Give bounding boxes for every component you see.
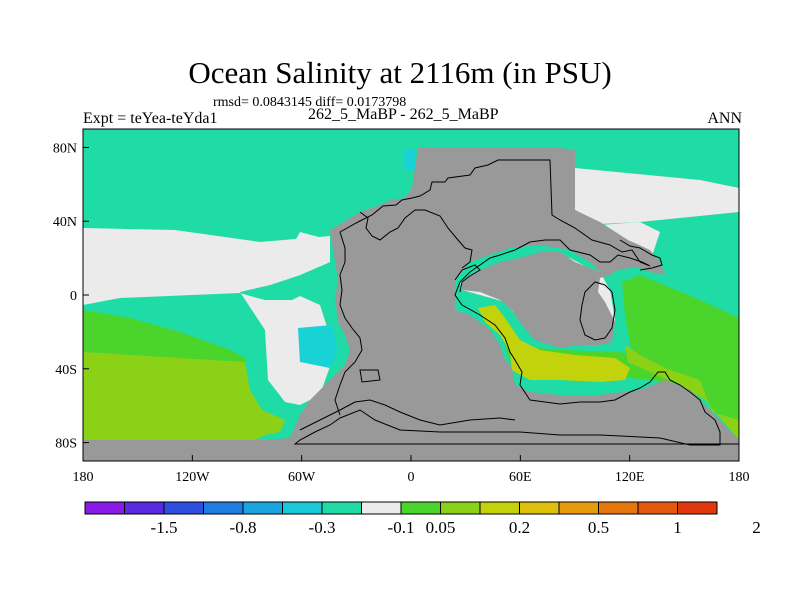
x-axis: 180 120W 60W 0 60E 120E 180: [73, 455, 750, 485]
y-tick-label: 80S: [55, 437, 77, 452]
field-green-east: [622, 275, 739, 420]
field-green-west: [83, 310, 245, 362]
legend-swatch: [361, 501, 402, 515]
y-tick-label: 80N: [53, 141, 77, 156]
coastline-loop-a: [579, 281, 616, 341]
land-coast-strip: [355, 398, 512, 432]
legend-swatch: [598, 501, 639, 515]
x-tick-label: 60E: [509, 470, 532, 485]
legend-swatch: [677, 501, 718, 515]
y-tick-label: 40N: [53, 215, 77, 230]
legend-label: -0.8: [229, 518, 257, 537]
legend-swatch: [282, 501, 323, 515]
legend-swatch: [84, 501, 125, 515]
chart-title: Ocean Salinity at 2116m (in PSU): [188, 55, 612, 90]
legend-swatch: [242, 501, 283, 515]
season-label: ANN: [707, 110, 742, 127]
legend-swatch: [440, 501, 481, 515]
legend-label: 0.2: [508, 518, 531, 537]
field-neutral-nw: [270, 232, 330, 285]
y-tick-label: 40S: [55, 363, 77, 378]
legend-label: 0.05: [425, 518, 456, 537]
coastline-loop-c: [454, 264, 481, 293]
legend-bar: [84, 501, 718, 515]
field-lime-se: [625, 345, 739, 440]
legend-label: -0.1: [387, 518, 415, 537]
map-fields: [82, 128, 740, 462]
x-tick-label: 120W: [175, 470, 210, 485]
legend-label: 2: [752, 518, 761, 537]
x-tick-label: 180: [73, 470, 94, 485]
experiment-label: Expt = teYea-teYda1: [83, 110, 218, 127]
land-south-cap: [260, 438, 739, 461]
field-lime-sw: [83, 352, 285, 440]
legend-swatch: [400, 501, 441, 515]
legend-label: 1: [673, 518, 682, 537]
coastline-interior: [359, 209, 473, 269]
legend-label: 0.5: [587, 518, 610, 537]
x-tick-label: 180: [729, 470, 750, 485]
coastline-loop-b: [359, 369, 381, 383]
y-tick-label: 0: [70, 289, 77, 304]
legend-label: -0.3: [308, 518, 336, 537]
legend-swatch: [519, 501, 560, 515]
field-cyan-west: [298, 325, 338, 368]
field-neutral-pacific: [83, 228, 335, 405]
color-legend: [84, 501, 718, 520]
coastline-south-ridge: [299, 399, 516, 431]
legend-swatch: [558, 501, 599, 515]
coastline-west: [334, 231, 363, 416]
period-label: 262_5_MaBP - 262_5_MaBP: [308, 106, 499, 123]
coastline-main: [293, 159, 739, 446]
field-yellow-indian: [478, 305, 630, 382]
legend-swatch: [637, 501, 678, 515]
legend-swatch: [321, 501, 362, 515]
y-axis: 80N 40N 0 40S 80S: [53, 141, 89, 452]
land-america: [83, 148, 739, 461]
legend-swatch: [479, 501, 520, 515]
legend-swatch: [124, 501, 165, 515]
field-cyan-north: [404, 150, 416, 170]
coastline-east: [619, 239, 663, 271]
field-neutral-arctic: [575, 168, 739, 224]
x-tick-label: 60W: [288, 470, 316, 485]
coastlines: [293, 159, 739, 446]
stats-subtitle: rmsd= 0.0843145 diff= 0.0173798: [213, 95, 407, 110]
legend-label: -1.5: [150, 518, 178, 537]
legend-swatch: [163, 501, 204, 515]
x-tick-label: 120E: [615, 470, 645, 485]
legend-swatch: [203, 501, 244, 515]
x-tick-label: 0: [408, 470, 415, 485]
